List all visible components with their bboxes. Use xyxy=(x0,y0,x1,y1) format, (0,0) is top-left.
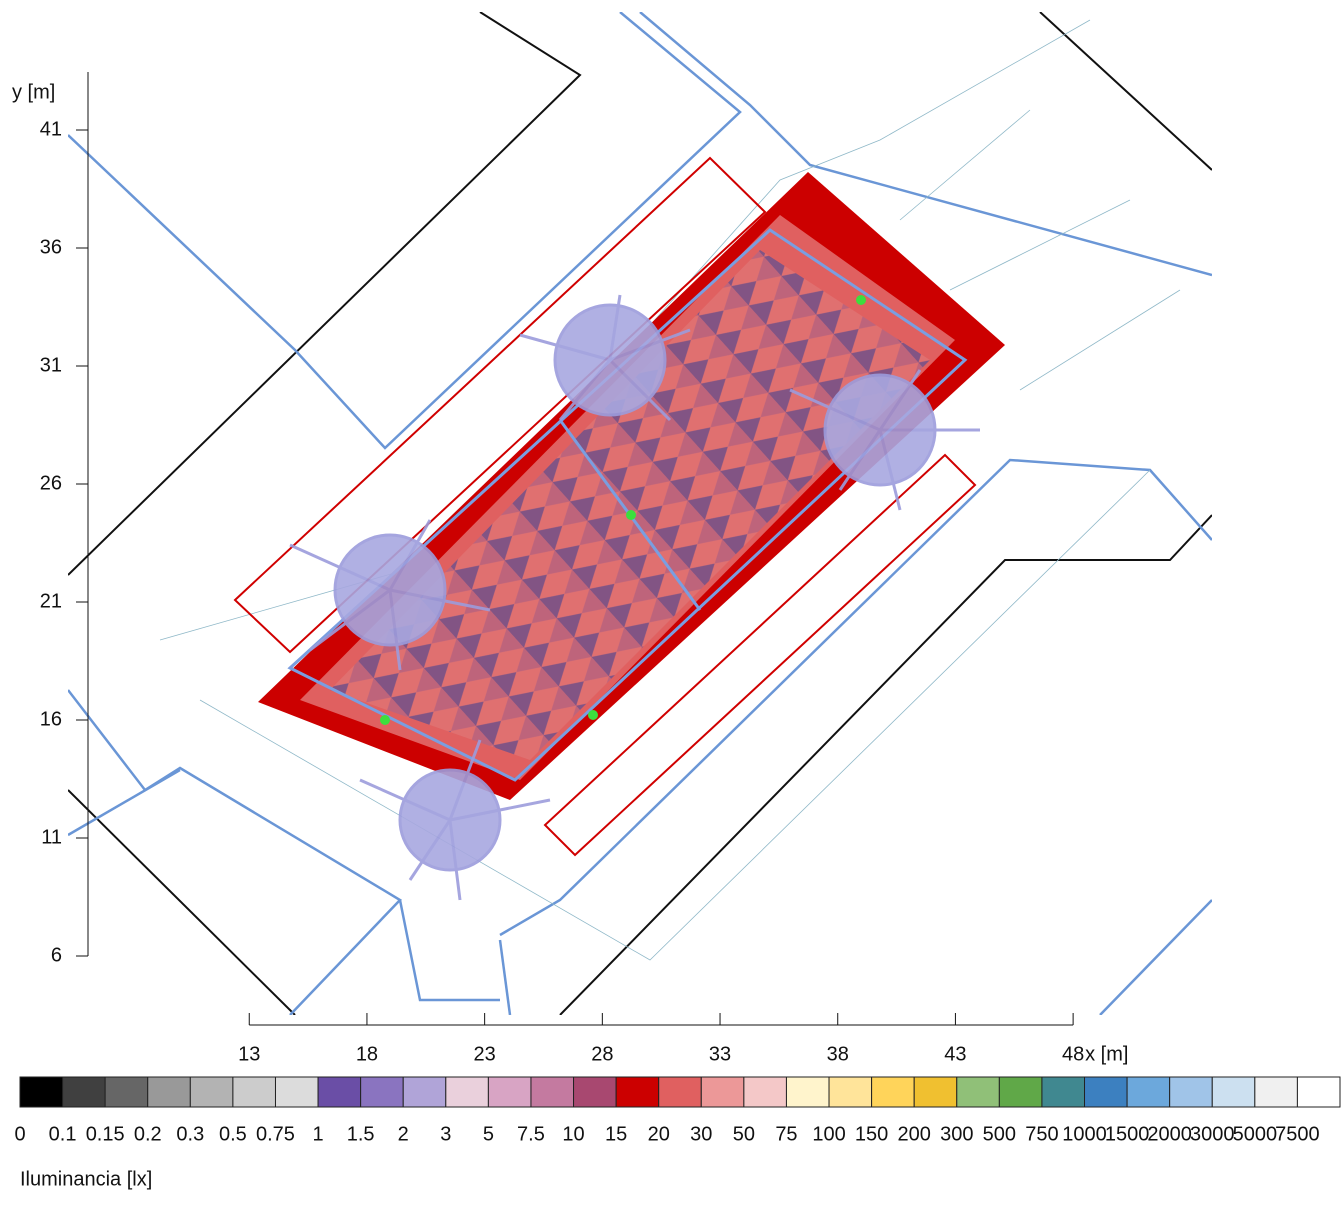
x-tick-label: 43 xyxy=(944,1043,966,1065)
legend-swatch xyxy=(318,1077,361,1107)
legend-label: 0.5 xyxy=(219,1123,247,1145)
legend-label: 0 xyxy=(14,1123,25,1145)
legend-label: 5000 xyxy=(1233,1123,1278,1145)
legend-swatch xyxy=(148,1077,191,1107)
x-tick-label: 48 xyxy=(1062,1043,1084,1065)
x-tick-label: 38 xyxy=(827,1043,849,1065)
legend-swatch xyxy=(403,1077,446,1107)
legend-swatch xyxy=(914,1077,957,1107)
legend-label: 0.1 xyxy=(49,1123,77,1145)
legend-label: 20 xyxy=(648,1123,670,1145)
y-tick-label: 36 xyxy=(40,236,62,258)
legend-swatch xyxy=(1170,1077,1213,1107)
legend-swatch xyxy=(701,1077,744,1107)
legend-label: 75 xyxy=(775,1123,797,1145)
legend-label: 2 xyxy=(398,1123,409,1145)
y-tick-label: 26 xyxy=(40,472,62,494)
legend-swatch xyxy=(531,1077,574,1107)
legend-swatch xyxy=(829,1077,872,1107)
x-tick-label: 18 xyxy=(356,1043,378,1065)
legend-title: Iluminancia [lx] xyxy=(20,1168,152,1190)
plan xyxy=(68,12,1212,1015)
legend-swatch xyxy=(659,1077,702,1107)
legend-swatch xyxy=(361,1077,404,1107)
legend-swatch xyxy=(488,1077,531,1107)
legend-label: 0.15 xyxy=(86,1123,125,1145)
y-axis-label: y [m] xyxy=(12,81,55,103)
legend-label: 100 xyxy=(812,1123,845,1145)
legend-swatch xyxy=(574,1077,617,1107)
legend-swatch xyxy=(957,1077,1000,1107)
x-tick-label: 23 xyxy=(474,1043,496,1065)
legend-label: 1 xyxy=(313,1123,324,1145)
legend-swatch xyxy=(786,1077,829,1107)
legend-swatch xyxy=(999,1077,1042,1107)
legend-swatch xyxy=(1255,1077,1298,1107)
legend-label: 5 xyxy=(483,1123,494,1145)
y-tick-label: 16 xyxy=(40,708,62,730)
y-tick-label: 41 xyxy=(40,118,62,140)
x-tick-label: 13 xyxy=(238,1043,260,1065)
legend-label: 0.2 xyxy=(134,1123,162,1145)
legend-swatch xyxy=(616,1077,659,1107)
legend-label: 150 xyxy=(855,1123,888,1145)
legend-swatch xyxy=(190,1077,233,1107)
legend-label: 10 xyxy=(562,1123,584,1145)
legend-swatch xyxy=(1297,1077,1340,1107)
legend-swatch xyxy=(1042,1077,1085,1107)
legend-swatch xyxy=(105,1077,148,1107)
y-tick-label: 11 xyxy=(41,826,62,848)
legend-label: 2000 xyxy=(1147,1123,1192,1145)
legend-label: 3000 xyxy=(1190,1123,1235,1145)
legend-swatch xyxy=(275,1077,318,1107)
legend-swatch xyxy=(1127,1077,1170,1107)
legend-swatch xyxy=(744,1077,787,1107)
legend-label: 0.75 xyxy=(256,1123,295,1145)
legend-label: 1000 xyxy=(1062,1123,1107,1145)
legend-label: 50 xyxy=(733,1123,755,1145)
y-tick-label: 31 xyxy=(40,354,62,376)
legend-swatch xyxy=(446,1077,489,1107)
y-tick-label: 21 xyxy=(40,590,62,612)
legend-label: 0.3 xyxy=(176,1123,204,1145)
legend-label: 750 xyxy=(1025,1123,1058,1145)
legend-label: 30 xyxy=(690,1123,712,1145)
legend-label: 3 xyxy=(440,1123,451,1145)
chart: 6111621263136411318232833384348 y [m] x … xyxy=(0,0,1342,1210)
legend: 0 0.1 0.15 0.2 0.3 0.5 0.75 1 1.5 2 3 5 7.5 10 15 20 30 5… xyxy=(14,1077,1340,1145)
x-tick-label: 28 xyxy=(591,1043,613,1065)
x-tick-label: 33 xyxy=(709,1043,731,1065)
legend-swatch xyxy=(63,1077,106,1107)
legend-label: 1.5 xyxy=(347,1123,375,1145)
legend-swatch xyxy=(872,1077,915,1107)
legend-label: 1500 xyxy=(1105,1123,1150,1145)
legend-swatch xyxy=(20,1077,63,1107)
legend-swatch xyxy=(233,1077,276,1107)
legend-label: 500 xyxy=(983,1123,1016,1145)
legend-label: 300 xyxy=(940,1123,973,1145)
x-axis-label: x [m] xyxy=(1085,1043,1128,1065)
legend-swatch xyxy=(1212,1077,1255,1107)
legend-label: 7500 xyxy=(1275,1123,1320,1145)
y-tick-label: 6 xyxy=(51,944,62,966)
legend-label: 15 xyxy=(605,1123,627,1145)
legend-label: 7.5 xyxy=(517,1123,545,1145)
legend-swatch xyxy=(1085,1077,1128,1107)
legend-label: 200 xyxy=(898,1123,931,1145)
